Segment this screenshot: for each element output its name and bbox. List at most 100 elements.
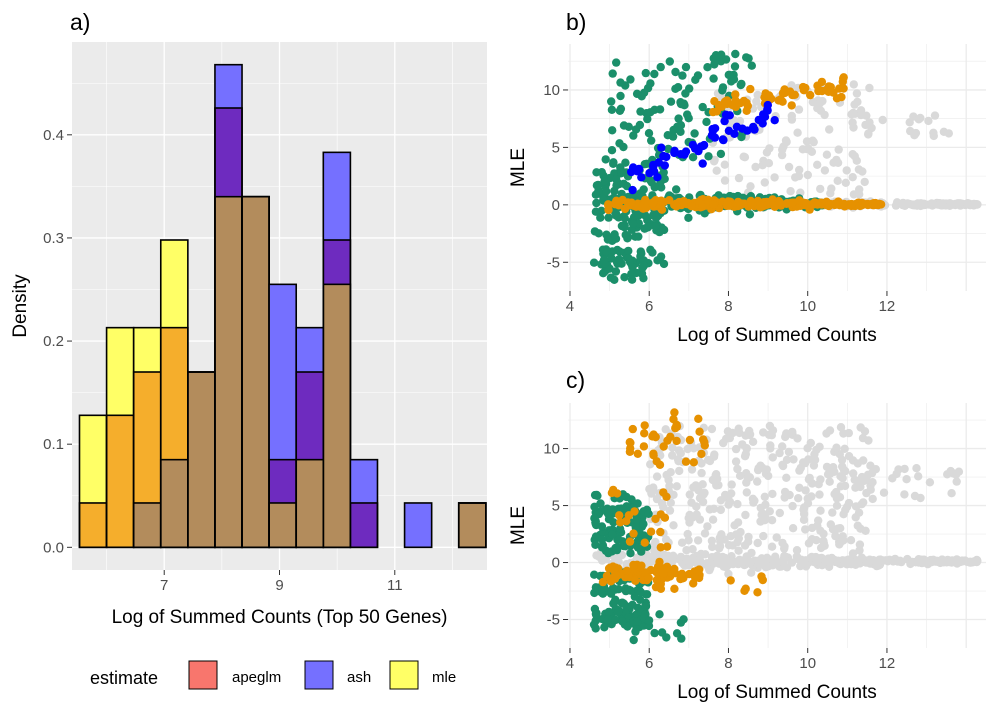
bar-segment [296, 372, 324, 460]
data-point [607, 146, 617, 155]
data-point [598, 577, 608, 587]
bar-segment [160, 327, 188, 460]
data-point [611, 615, 620, 625]
panel-c-x-tick-label: 10 [799, 655, 816, 672]
data-point [919, 200, 928, 209]
bar-segment [160, 459, 188, 548]
panel-b-scatter: 4 6 8 10 12 -5 0 5 10 Log of Summed Counts MLE [508, 44, 986, 346]
data-point [646, 108, 655, 117]
data-point [910, 201, 919, 210]
data-point [705, 505, 714, 514]
data-point [643, 114, 652, 124]
panel-a-histogram: 7 9 11 0.0 0.1 0.2 0.3 0.4 Log of Summed Counts … [10, 42, 487, 628]
data-point [630, 592, 639, 601]
data-point [609, 599, 618, 608]
data-point [758, 509, 767, 518]
data-point [678, 71, 687, 80]
data-point [963, 199, 972, 208]
data-point [665, 481, 674, 490]
data-point [814, 86, 823, 96]
data-point [644, 129, 654, 138]
data-point [657, 143, 666, 152]
data-point [759, 531, 768, 541]
data-point [842, 502, 852, 511]
data-point [839, 465, 849, 474]
data-point [604, 564, 614, 573]
data-point [640, 429, 649, 438]
data-point [637, 249, 646, 258]
data-point [858, 167, 867, 176]
data-point [692, 502, 701, 511]
data-point [864, 436, 873, 445]
data-point [652, 568, 661, 577]
data-point [832, 501, 842, 510]
data-point [827, 184, 836, 193]
data-point [758, 161, 767, 170]
data-point [782, 429, 791, 438]
data-point [612, 181, 621, 190]
panel-b-x-tick-label: 6 [645, 298, 653, 315]
data-point [641, 197, 651, 206]
data-point [669, 490, 678, 499]
data-point [624, 246, 633, 256]
data-point [856, 482, 865, 492]
data-point [817, 77, 827, 87]
data-point [594, 186, 603, 196]
legend-key-ash [304, 660, 334, 690]
data-point [629, 560, 638, 570]
data-point [846, 536, 856, 545]
data-point [708, 542, 717, 552]
data-point [668, 451, 677, 460]
data-point [855, 555, 864, 565]
legend: estimate apeglm ash mle [90, 660, 456, 690]
data-point [840, 444, 849, 453]
data-point [652, 472, 662, 481]
data-point [592, 198, 601, 208]
data-point [656, 62, 665, 72]
data-point [601, 155, 610, 164]
data-point [634, 211, 643, 220]
data-point [794, 494, 803, 503]
data-point [646, 245, 655, 254]
data-point [608, 505, 617, 514]
data-point [900, 201, 910, 210]
data-point [746, 84, 755, 94]
data-point [632, 89, 642, 99]
data-point [760, 178, 769, 187]
data-point [652, 457, 661, 466]
data-point [621, 158, 630, 167]
data-point [608, 69, 617, 78]
data-point [673, 122, 682, 131]
data-point [814, 480, 823, 489]
data-point [618, 617, 627, 626]
data-point [672, 422, 681, 431]
data-point [651, 213, 661, 223]
data-point [736, 527, 745, 537]
data-point [806, 553, 815, 563]
data-point [859, 498, 868, 507]
data-point [666, 432, 675, 441]
data-point [753, 538, 762, 548]
data-point [952, 477, 961, 486]
data-point [701, 550, 710, 559]
panel-c-y-tick-label: 5 [552, 498, 560, 515]
data-point [812, 445, 821, 455]
data-point [676, 99, 686, 109]
data-point [623, 622, 632, 631]
data-point [799, 515, 809, 524]
data-point [778, 442, 787, 451]
data-point [777, 150, 787, 160]
data-point [681, 62, 691, 72]
data-point [741, 510, 750, 520]
data-point [614, 213, 623, 222]
data-point [617, 221, 627, 231]
data-point [673, 455, 683, 464]
data-point [629, 635, 638, 645]
data-point [801, 525, 810, 534]
data-point [838, 200, 848, 210]
data-point [698, 480, 707, 489]
data-point [665, 506, 675, 515]
data-point [851, 502, 861, 511]
data-point [744, 559, 753, 568]
data-point [627, 198, 636, 207]
